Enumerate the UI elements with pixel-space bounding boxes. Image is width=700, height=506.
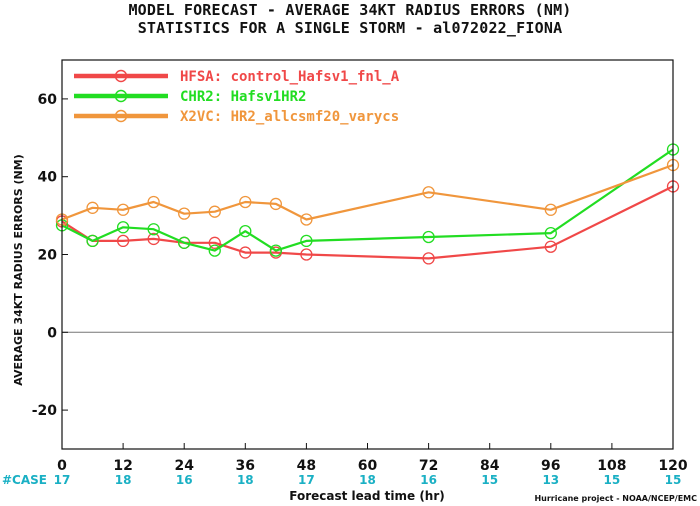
data-point [147,232,160,246]
data-point [178,236,191,249]
series-line [61,148,674,252]
x-tick-label: 12 [113,458,132,474]
data-point [239,246,252,259]
x-tick-label: 0 [57,458,67,474]
data-point [300,234,313,248]
chart-title: MODEL FORECAST - AVERAGE 34KT RADIUS ERR… [128,1,572,19]
data-point [239,195,252,209]
data-point [422,252,435,265]
y-axis-label: AVERAGE 34KT RADIUS ERRORS (NM) [12,154,25,385]
y-tick-label: 40 [38,170,58,186]
case-count: 18 [237,473,254,487]
case-count: 15 [665,473,682,487]
case-count: 16 [176,473,193,487]
legend-label: CHR2: Hafsv1HR2 [180,89,306,105]
data-point [544,240,557,253]
legend: HFSA: control_Hafsv1_fnl_A CHR2: Hafsv1HR… [74,69,400,125]
y-tick-label: 60 [38,92,58,108]
data-point [86,234,99,248]
data-point [86,201,99,214]
case-count: 17 [54,473,71,487]
data-point [147,223,160,236]
data-point [116,234,130,248]
case-label: #CASE [2,473,47,487]
chart-subtitle: STATISTICS FOR A SINGLE STORM - al072022… [137,19,563,37]
data-point [300,213,313,226]
legend-label: X2VC: HR2_allcsmf20_varycs [180,109,399,125]
data-point [422,230,435,244]
series-line [61,185,674,260]
case-count: 15 [604,473,621,487]
case-count: 18 [115,473,132,487]
legend-marker [114,69,128,83]
data-point [544,203,557,216]
x-tick-label: 84 [480,458,500,474]
x-tick-label: 120 [658,458,687,474]
x-axis-label: Forecast lead time (hr) [289,489,445,503]
data-point [116,221,130,234]
data-point [208,236,221,249]
legend-marker [114,89,128,103]
x-tick-label: 36 [236,458,255,474]
data-point [269,244,283,257]
case-count: 18 [359,473,376,487]
x-tick-label: 96 [541,458,560,474]
y-tick-label: 0 [47,325,57,341]
data-point [300,248,313,261]
case-count: 16 [420,473,437,487]
x-tick-label: 108 [597,458,626,474]
x-tick-label: 48 [297,458,316,474]
data-point [239,225,252,238]
data-point [178,207,191,220]
data-point [147,195,160,209]
credit-text: Hurricane project - NOAA/NCEP/EMC [534,494,697,503]
data-point [269,197,283,211]
series-group [55,180,680,265]
data-point [116,203,130,216]
series-group [55,143,680,257]
legend-label: HFSA: control_Hafsv1_fnl_A [180,69,400,85]
case-count: 17 [298,473,315,487]
data-point [208,244,221,257]
data-point [208,205,221,218]
legend-marker [114,109,128,123]
x-tick-label: 24 [174,458,194,474]
series-group [55,158,680,226]
y-tick-label: 20 [38,248,58,264]
case-count: 13 [542,473,559,487]
x-tick-label: 60 [358,458,378,474]
y-tick-label: -20 [32,403,58,419]
data-point [544,226,557,240]
x-tick-label: 72 [419,458,438,474]
data-point [422,186,435,199]
case-count: 15 [481,473,498,487]
